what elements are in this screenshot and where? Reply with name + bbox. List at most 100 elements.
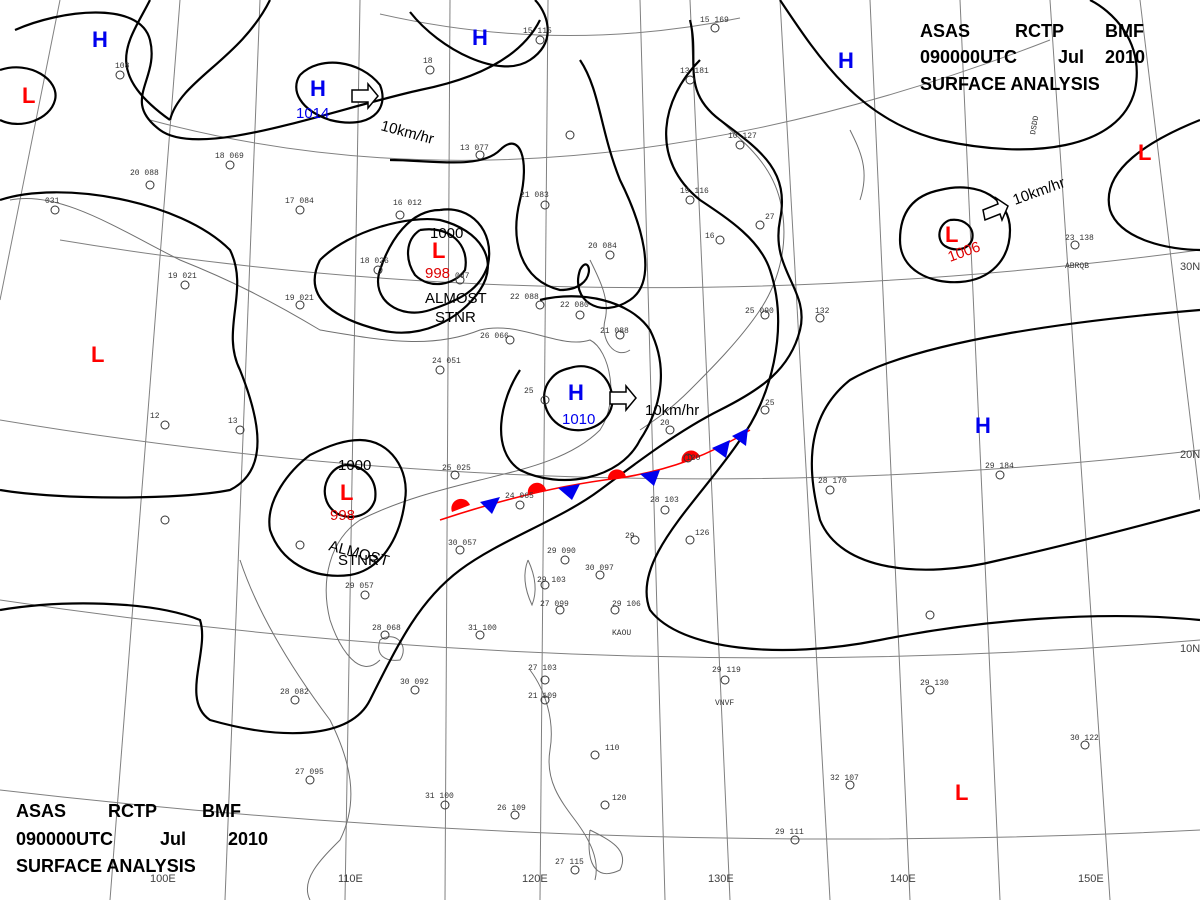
coastline-taiwan	[524, 559, 536, 607]
svg-text:29 106: 29 106	[612, 600, 641, 609]
chart-header-bottom: ASAS RCTP BMF 090000UTC Jul 2010 SURFACE…	[16, 801, 268, 876]
station-marker: 27 099	[540, 600, 569, 615]
station-marker: 29 119	[712, 666, 741, 685]
high-pressure-marker: H	[568, 380, 584, 405]
warm-front-semicircle	[451, 498, 470, 512]
station-marker: 18 026	[360, 257, 389, 275]
station-marker: 26 066	[480, 332, 515, 345]
svg-text:30 097: 30 097	[585, 564, 614, 573]
svg-text:16: 16	[705, 232, 715, 241]
svg-text:25 025: 25 025	[442, 464, 471, 473]
lon-label-100e: 100E	[150, 873, 176, 885]
svg-text:27 103: 27 103	[528, 664, 557, 673]
svg-text:18 069: 18 069	[215, 152, 244, 161]
station-marker: 15 169	[700, 16, 729, 33]
high-pressure-marker: H	[975, 413, 991, 438]
station-marker: 31 100	[425, 792, 454, 810]
svg-text:108: 108	[115, 62, 130, 71]
header-year: 2010	[228, 829, 268, 849]
high-pressure-value: 1014	[296, 105, 329, 122]
isobar-line	[779, 0, 1138, 151]
station-marker: 21 088	[600, 327, 629, 340]
coastline-mindanao	[588, 829, 624, 875]
station-marker: 24 065	[505, 492, 534, 510]
station-marker: 18 069	[215, 152, 244, 170]
lon-label-110e: 110E	[338, 873, 363, 885]
svg-text:29 090: 29 090	[547, 547, 576, 556]
svg-text:27 115: 27 115	[555, 858, 584, 867]
station-marker: 30 097	[585, 564, 614, 580]
svg-text:28 068: 28 068	[372, 624, 401, 633]
station-marker: 29 184	[985, 462, 1014, 480]
station-marker: 19 021	[285, 294, 314, 310]
parallel-line	[0, 419, 1200, 480]
isobar-line	[168, 0, 271, 121]
station-marker: 23 138	[1065, 234, 1094, 250]
svg-text:21 109: 21 109	[528, 692, 557, 701]
header-month: Jul	[160, 829, 186, 849]
motion-arrow-icon	[351, 81, 379, 111]
low-pressure-value: 998	[425, 265, 450, 282]
coastline-japan	[639, 119, 785, 431]
station-marker: 110	[590, 744, 620, 760]
svg-text:29 184: 29 184	[985, 462, 1014, 471]
station-marker: 22 088	[510, 293, 545, 310]
cold-front-triangle	[640, 470, 660, 486]
svg-text:15 115: 15 115	[523, 27, 552, 36]
station-marker: 25	[760, 399, 775, 415]
svg-text:22 088: 22 088	[510, 293, 539, 302]
station-marker: 29 106	[610, 600, 641, 615]
station-marker: 28 103	[650, 496, 679, 515]
lat-label-10n: 10N	[1180, 643, 1200, 655]
coastline-kamchatka	[849, 129, 865, 201]
svg-text:120: 120	[612, 794, 627, 803]
svg-text:25 090: 25 090	[745, 307, 774, 316]
svg-text:19 116: 19 116	[680, 187, 709, 196]
svg-text:24 065: 24 065	[505, 492, 534, 501]
warm-front-semicircle	[681, 450, 700, 463]
svg-text:21 088: 21 088	[600, 327, 629, 336]
station-marker: 29 057	[345, 582, 374, 600]
station-marker: 17 084	[285, 197, 314, 215]
low-pressure-marker: L	[91, 342, 104, 367]
chart-header-top: ASAS RCTP BMF 090000UTC Jul 2010 SURFACE…	[920, 21, 1145, 94]
svg-text:132: 132	[815, 307, 830, 316]
station-marker: 18	[423, 57, 435, 75]
station-marker: 26 109	[497, 804, 526, 820]
meridian-line	[639, 0, 666, 900]
meridian-line	[344, 0, 361, 900]
svg-text:28 082: 28 082	[280, 688, 309, 697]
station-marker: 24 051	[432, 357, 461, 375]
station-marker: 120	[683, 453, 701, 463]
meridian-line	[869, 0, 911, 900]
isobars	[0, 0, 1200, 735]
coastline-korea	[589, 259, 631, 353]
svg-text:30 122: 30 122	[1070, 734, 1099, 743]
svg-text:13 077: 13 077	[460, 144, 489, 153]
station-marker: 10 127	[728, 132, 757, 150]
header-time: 090000UTC	[920, 47, 1017, 67]
svg-text:30 092: 30 092	[400, 678, 429, 687]
station-marker: 27 115	[555, 858, 584, 875]
isobar-value: 1000	[338, 457, 371, 474]
lon-label-120e: 120E	[522, 873, 548, 885]
isobar-line	[14, 11, 541, 141]
svg-text:29: 29	[625, 532, 635, 541]
cold-front-triangle	[732, 428, 748, 446]
svg-text:29 103: 29 103	[537, 576, 566, 585]
isobar-line	[0, 191, 259, 499]
station-marker	[160, 515, 170, 525]
stnr-label: STNR	[435, 309, 476, 326]
station-plots: 15 115 18 108 18 069 20 088 17 084 031 1…	[45, 16, 1099, 875]
station-marker: 29 130	[920, 679, 949, 695]
station-marker: 126	[685, 529, 710, 545]
svg-text:13 181: 13 181	[680, 67, 709, 76]
isobar-line	[268, 438, 407, 577]
station-marker: 29 103	[537, 576, 566, 590]
station-marker: 108	[115, 62, 130, 80]
station-marker: 19 021	[168, 272, 197, 290]
isobar-line	[543, 365, 614, 432]
svg-text:007: 007	[455, 272, 470, 281]
